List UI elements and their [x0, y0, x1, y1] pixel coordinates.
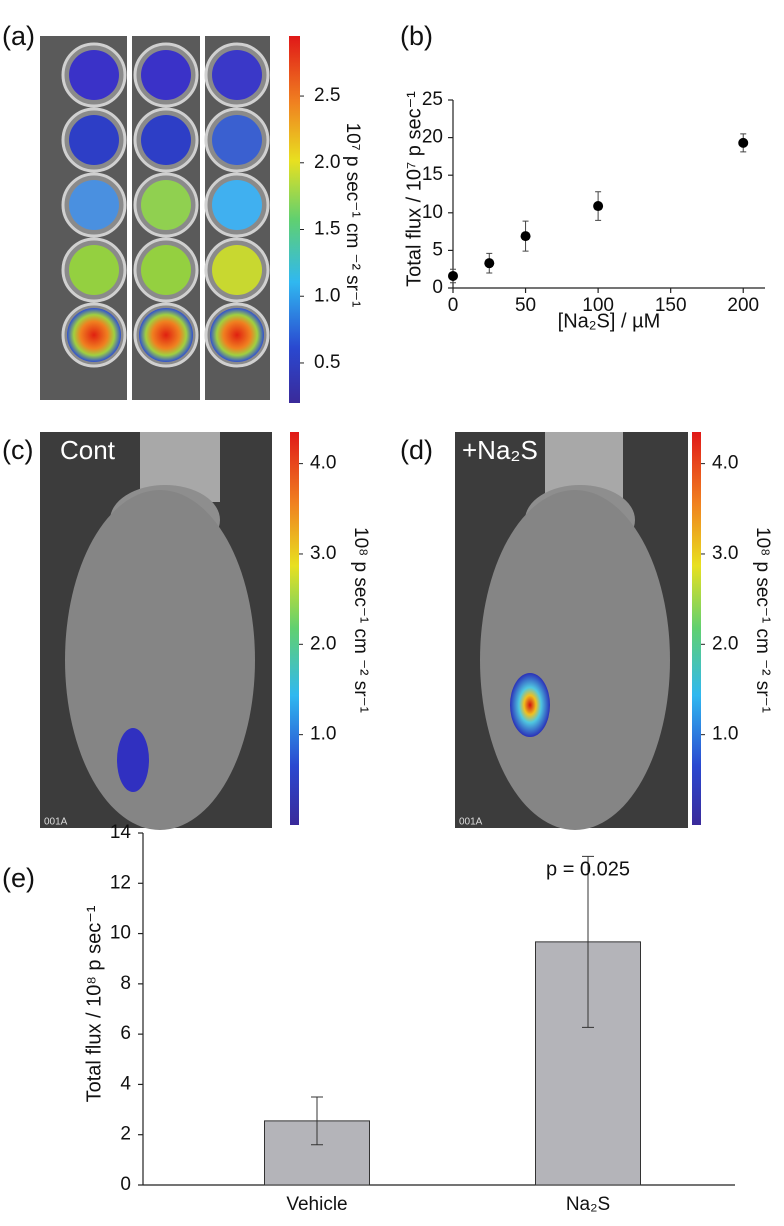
y-tick-label: 0: [432, 277, 443, 298]
image-tag: 001A: [459, 817, 483, 828]
colorbar-label: 10⁸ p sec⁻¹ cm ⁻² sr⁻¹: [350, 527, 371, 713]
colorbar-label: 10⁸ p sec⁻¹ cm ⁻² sr⁻¹: [752, 527, 773, 713]
colorbar-tick-label: 2.0: [712, 633, 738, 654]
colorbar: [290, 432, 299, 825]
image-tag: 001A: [44, 817, 68, 828]
panel-label: (a): [2, 21, 35, 51]
y-tick-label: 12: [110, 872, 131, 893]
mouse-image-control: [40, 432, 272, 830]
y-tick-label: 10: [110, 923, 131, 944]
x-tick-label: 0: [448, 295, 459, 316]
x-tick-label: 50: [515, 295, 536, 316]
image-label: +Na₂S: [462, 435, 538, 465]
colorbar-tick-label: 3.0: [712, 543, 738, 564]
point: [484, 258, 495, 269]
panel-label: (d): [400, 435, 433, 465]
colorbar-tick-label: 2.0: [314, 152, 340, 173]
y-tick-label: 5: [432, 239, 443, 260]
y-tick-label: 2: [120, 1124, 131, 1145]
y-axis-label: Total flux / 10⁸ p sec⁻¹: [83, 905, 105, 1102]
colorbar-label: 10⁷ p sec⁻¹ cm ⁻² sr⁻¹: [342, 123, 363, 308]
colorbar-tick-label: 1.0: [310, 724, 336, 745]
mouse-image-treated: [455, 432, 688, 830]
y-tick-label: 0: [120, 1174, 131, 1195]
y-tick-label: 8: [120, 973, 131, 994]
panel-label: (c): [2, 435, 33, 465]
well-plate-image: [40, 36, 270, 400]
y-tick-label: 4: [120, 1073, 131, 1094]
colorbar-tick-label: 4.0: [712, 453, 738, 474]
y-tick-label: 25: [422, 89, 443, 110]
point: [593, 201, 604, 212]
colorbar-tick-label: 2.5: [314, 85, 340, 106]
x-tick-label: 200: [727, 295, 759, 316]
x-tick-label: 100: [582, 295, 614, 316]
error-bar: [582, 855, 594, 1028]
x-tick-label: Vehicle: [286, 1194, 347, 1215]
y-tick-label: 6: [120, 1023, 131, 1044]
colorbar-tick-label: 1.5: [314, 219, 340, 240]
annotation: p = 0.025: [546, 858, 630, 880]
y-tick-label: 14: [110, 822, 132, 843]
y-tick-label: 20: [422, 127, 443, 148]
colorbar: [692, 432, 701, 825]
colorbar-tick-label: 2.0: [310, 633, 336, 654]
y-tick-label: 10: [422, 202, 443, 223]
image-label: Cont: [60, 435, 116, 465]
colorbar: [289, 36, 300, 403]
x-tick-label: 150: [655, 295, 687, 316]
colorbar-tick-label: 1.0: [314, 285, 340, 306]
y-tick-label: 15: [422, 164, 443, 185]
y-axis-label: Total flux / 10⁷ p sec⁻¹: [403, 91, 425, 287]
colorbar-tick-label: 0.5: [314, 352, 340, 373]
point: [448, 270, 458, 281]
panel-label: (e): [2, 863, 35, 893]
error-bar: [311, 1096, 323, 1146]
panel-label: (b): [400, 21, 433, 51]
colorbar-tick-label: 3.0: [310, 543, 336, 564]
x-tick-label: Na₂S: [566, 1194, 610, 1215]
colorbar-tick-label: 1.0: [712, 724, 738, 745]
point: [738, 137, 749, 148]
point: [520, 231, 531, 242]
colorbar-tick-label: 4.0: [310, 453, 336, 474]
x-axis-label: [Na₂S] / µM: [558, 310, 661, 332]
